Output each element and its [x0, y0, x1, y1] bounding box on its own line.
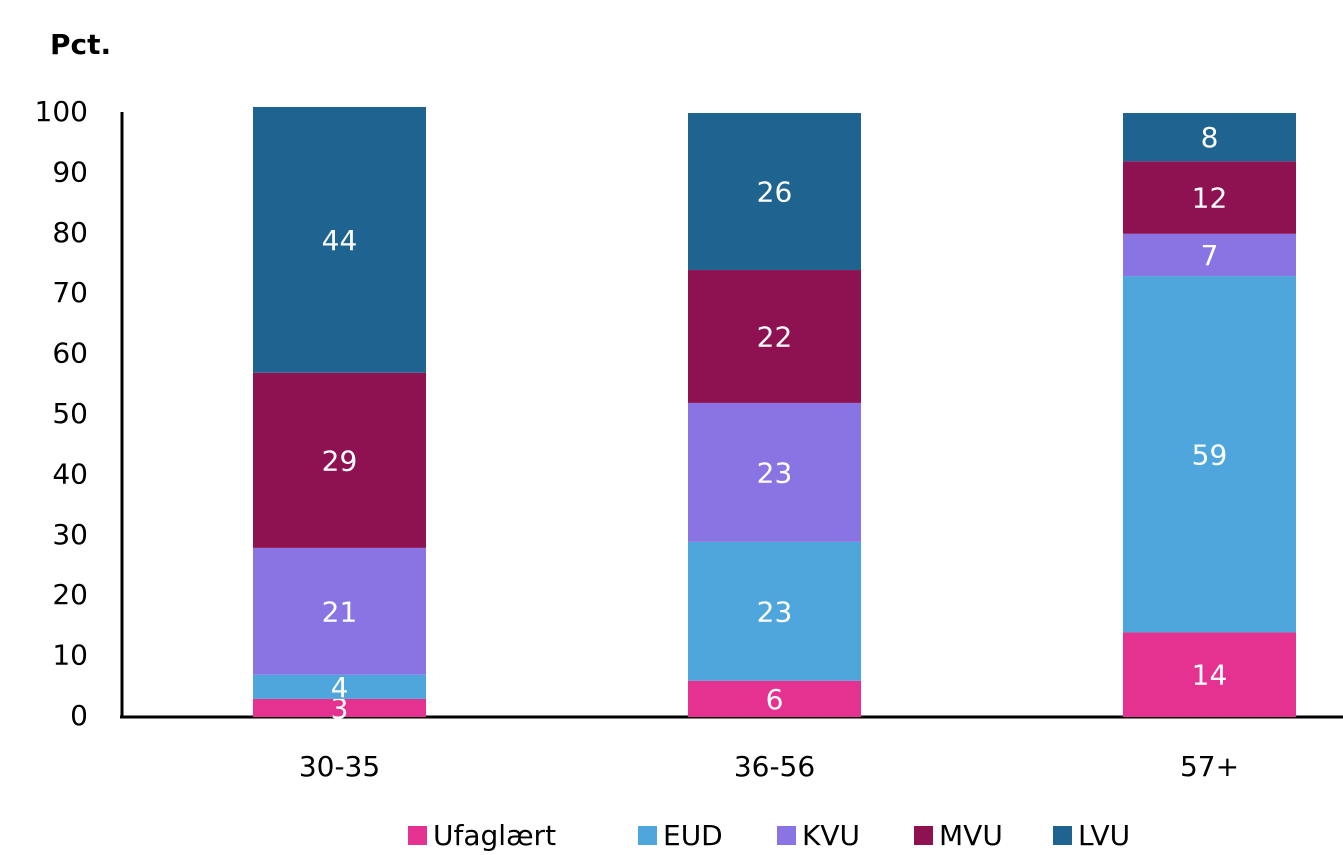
- legend-swatch: [1053, 826, 1072, 845]
- bar-segment: [253, 106, 426, 373]
- data-label: 8: [1201, 121, 1219, 154]
- legend-swatch: [408, 826, 427, 845]
- data-label: 14: [1192, 659, 1228, 692]
- legend-label: EUD: [663, 819, 723, 852]
- y-tick-label: 40: [52, 457, 88, 490]
- bar-segment: [1123, 233, 1296, 277]
- bar-segment: [688, 113, 861, 271]
- legend-label: KVU: [802, 819, 860, 852]
- data-label: 59: [1192, 438, 1228, 471]
- bar-segment: [1123, 113, 1296, 162]
- data-label: 6: [766, 683, 784, 716]
- y-tick-label: 0: [70, 699, 88, 732]
- legend-swatch: [914, 826, 933, 845]
- y-tick-label: 30: [52, 518, 88, 551]
- bar-segment: [688, 680, 861, 717]
- data-label: 23: [757, 595, 793, 628]
- x-tick-label: 57+: [1180, 750, 1239, 783]
- data-label: 22: [757, 320, 793, 353]
- y-tick-label: 10: [52, 639, 88, 672]
- bar-segment: [1123, 276, 1296, 633]
- legend-swatch: [638, 826, 657, 845]
- bar-segment: [253, 372, 426, 548]
- bar-segment: [253, 547, 426, 675]
- legend-label: MVU: [939, 819, 1003, 852]
- y-tick-label: 20: [52, 578, 88, 611]
- bar-segment: [688, 270, 861, 403]
- x-tick-label: 30-35: [299, 750, 380, 783]
- y-tick-label: 80: [52, 216, 88, 249]
- y-tick-label: 100: [35, 95, 88, 128]
- bar-segment: [1123, 161, 1296, 234]
- chart-title: Pct.: [50, 28, 111, 61]
- data-label: 26: [757, 176, 793, 209]
- data-label: 3: [331, 692, 349, 725]
- data-label: 7: [1201, 239, 1219, 272]
- y-tick-label: 90: [52, 155, 88, 188]
- y-tick-label: 60: [52, 337, 88, 370]
- data-label: 4: [331, 671, 349, 704]
- data-label: 21: [322, 595, 358, 628]
- data-label: 23: [757, 456, 793, 489]
- legend-label: Ufaglært: [433, 819, 556, 852]
- data-label: 12: [1192, 182, 1228, 215]
- bar-segment: [253, 674, 426, 699]
- data-label: 44: [322, 224, 358, 257]
- data-label: 29: [322, 444, 358, 477]
- legend-swatch: [777, 826, 796, 845]
- legend-label: LVU: [1078, 819, 1130, 852]
- bar-segment: [253, 698, 426, 717]
- y-tick-label: 70: [52, 276, 88, 309]
- bar-segment: [688, 402, 861, 542]
- bar-segment: [688, 541, 861, 681]
- x-tick-label: 36-56: [734, 750, 815, 783]
- bar-segment: [1123, 632, 1296, 717]
- y-tick-label: 50: [52, 397, 88, 430]
